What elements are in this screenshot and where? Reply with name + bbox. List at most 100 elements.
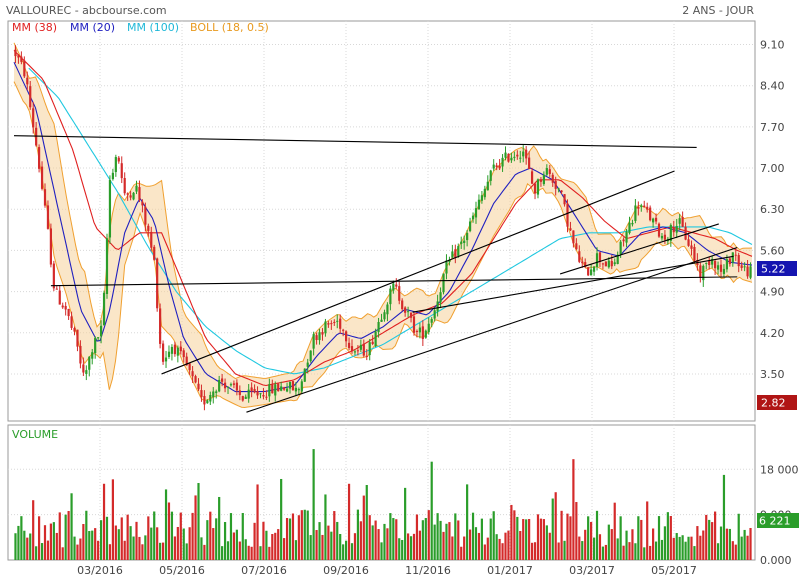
- volume-bar: [587, 516, 590, 560]
- candle-body: [17, 55, 20, 58]
- price-tick-label: 4.20: [760, 327, 785, 340]
- candle-body: [613, 262, 616, 265]
- volume-bar: [634, 543, 637, 560]
- volume-bar: [102, 483, 106, 560]
- candle-body: [516, 154, 519, 157]
- candle-body: [705, 262, 708, 264]
- volume-bar: [238, 541, 241, 560]
- candle-body: [377, 321, 380, 333]
- candle-body: [330, 323, 333, 325]
- volume-bar: [687, 536, 690, 560]
- candle-body: [415, 330, 419, 332]
- volume-bar: [584, 529, 587, 560]
- price-tick-label: 4.90: [760, 286, 785, 299]
- candle-body: [672, 227, 675, 233]
- candle-body: [536, 179, 540, 195]
- candle-body: [631, 222, 634, 225]
- volume-bar: [347, 483, 351, 560]
- x-tick-label: 03/2017: [569, 564, 615, 577]
- volume-bar: [223, 522, 227, 560]
- volume-bar: [203, 544, 206, 560]
- candle-body: [347, 342, 351, 348]
- candle-body: [353, 351, 357, 353]
- candle-body: [693, 247, 696, 261]
- candle-body: [218, 379, 221, 392]
- candle-body: [212, 391, 215, 398]
- candle-body: [20, 56, 23, 62]
- volume-bar: [26, 537, 29, 560]
- candle-body: [389, 288, 392, 305]
- candle-body: [398, 286, 401, 301]
- volume-bar: [197, 483, 200, 560]
- volume-bar: [418, 530, 421, 560]
- volume-bar: [277, 529, 280, 560]
- chart-title: VALLOUREC - abcbourse.com: [6, 4, 167, 17]
- volume-bar: [141, 544, 144, 560]
- candle-body: [507, 153, 510, 162]
- candle-body: [55, 288, 58, 290]
- candle-body: [167, 351, 171, 357]
- volume-bar: [433, 524, 436, 560]
- candle-body: [309, 350, 312, 362]
- candle-body: [70, 316, 73, 328]
- volume-bar: [714, 511, 717, 560]
- volume-bar: [318, 522, 321, 560]
- volume-bar: [108, 544, 112, 560]
- volume-bar: [179, 512, 182, 560]
- volume-bar: [129, 526, 132, 560]
- low-price-marker: 2.82: [757, 395, 797, 410]
- x-tick-label: 05/2017: [651, 564, 697, 577]
- candle-body: [587, 267, 590, 276]
- candle-body: [646, 206, 649, 210]
- volume-bar: [619, 516, 622, 560]
- volume-bar: [427, 510, 430, 560]
- candle-body: [590, 269, 593, 276]
- volume-bar: [194, 495, 197, 560]
- candle-body: [339, 318, 342, 329]
- volume-bar: [660, 539, 664, 560]
- candle-body: [283, 387, 286, 390]
- volume-bar: [569, 516, 572, 560]
- moving-averages: [13, 50, 753, 393]
- volume-bar: [610, 529, 613, 560]
- candle-body: [625, 231, 628, 243]
- volume-bar: [404, 487, 407, 560]
- candle-body: [406, 311, 410, 313]
- candle-body: [161, 343, 165, 362]
- volume-bar: [628, 542, 631, 560]
- candle-body: [560, 190, 563, 193]
- volume-bar: [743, 529, 746, 560]
- volume-bar: [663, 526, 667, 560]
- candle-body: [94, 337, 97, 354]
- candle-body: [592, 266, 596, 272]
- volume-bar: [430, 461, 433, 560]
- candle-body: [170, 346, 174, 354]
- candle-body: [513, 156, 516, 158]
- volume-tick-label: 0.000: [760, 554, 792, 567]
- candle-body: [215, 391, 218, 393]
- mm100-line: [28, 67, 753, 375]
- volume-bar: [218, 496, 221, 560]
- candle-body: [498, 165, 501, 169]
- mm20-line: [13, 61, 753, 393]
- candle-body: [359, 344, 362, 350]
- candle-body: [551, 174, 554, 183]
- volume-bar: [265, 530, 268, 560]
- candle-body: [153, 246, 156, 260]
- volume-bar: [40, 543, 44, 560]
- candle-body: [141, 201, 144, 206]
- legend-mm100: MM (100): [127, 21, 179, 34]
- volume-bar: [572, 459, 575, 560]
- candle-body: [49, 228, 52, 265]
- candle-body: [722, 268, 726, 274]
- candle-body: [247, 389, 250, 399]
- volume-bar: [657, 516, 661, 560]
- volume-bar: [117, 529, 120, 560]
- volume-bar: [52, 522, 55, 560]
- volume-bar: [498, 538, 501, 560]
- candle-body: [105, 238, 109, 294]
- candle-body: [238, 390, 241, 396]
- candle-body: [79, 345, 82, 364]
